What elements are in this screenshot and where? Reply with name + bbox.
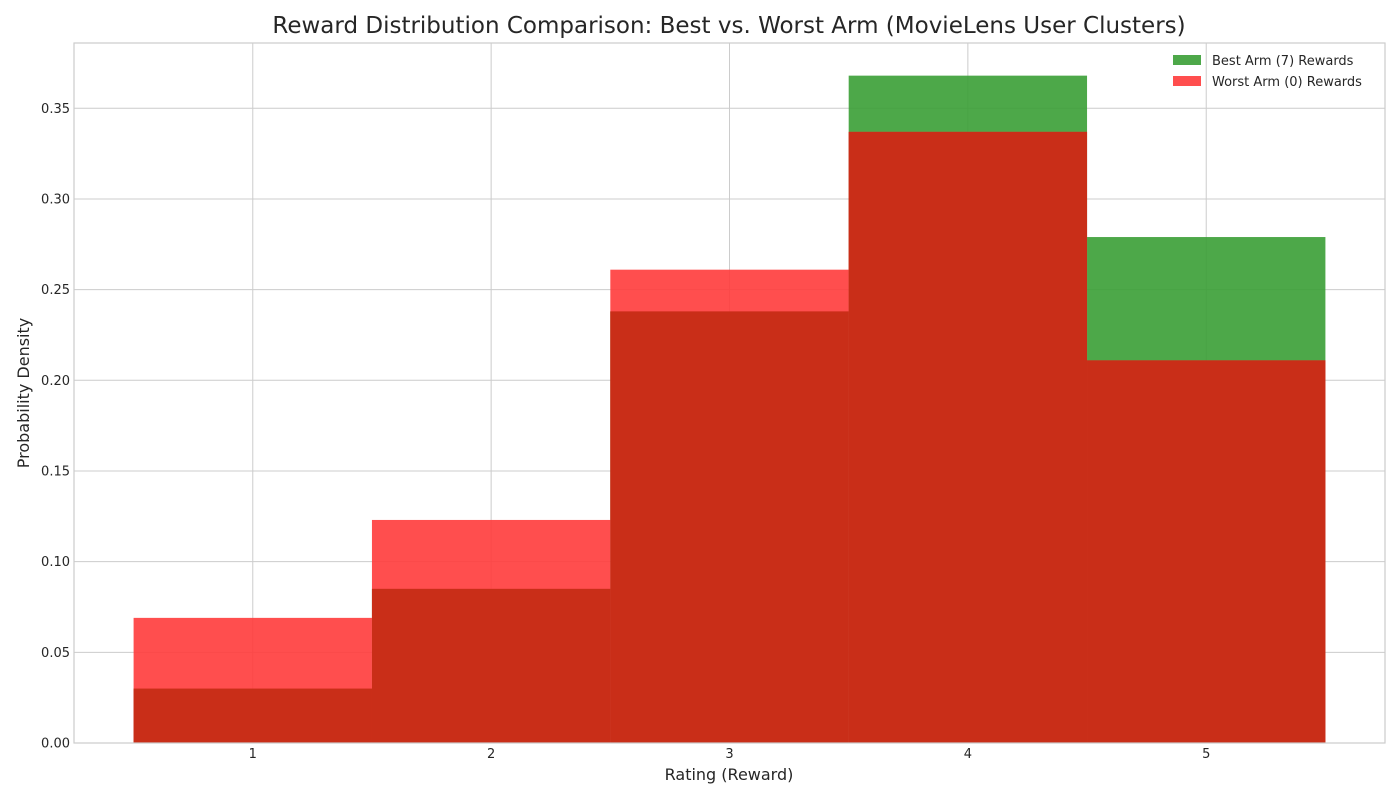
bar-overlap-rating-4 — [848, 131, 1088, 743]
bar-overlap-rating-3 — [610, 311, 849, 743]
y-tick-label: 0.15 — [41, 464, 70, 479]
y-tick-label: 0.20 — [41, 374, 70, 389]
chart-title: Reward Distribution Comparison: Best vs.… — [272, 13, 1185, 39]
legend-label: Best Arm (7) Rewards — [1212, 54, 1354, 69]
y-tick-label: 0.35 — [41, 102, 70, 117]
bar-overlap-rating-5 — [1087, 360, 1326, 743]
bars-layer — [133, 75, 1326, 744]
legend-label: Worst Arm (0) Rewards — [1212, 75, 1362, 90]
x-tick-label: 4 — [964, 747, 972, 762]
x-tick-label: 5 — [1202, 747, 1210, 762]
y-tick-label: 0.30 — [41, 192, 70, 207]
y-tick-label: 0.00 — [41, 737, 70, 752]
x-axis-label: Rating (Reward) — [665, 765, 794, 784]
ticks-layer: 0.00 0.05 0.10 0.15 0.20 0.25 0.30 0.35 1 2 3 4 5 — [41, 102, 1210, 762]
y-tick-label: 0.10 — [41, 555, 70, 570]
x-tick-label: 2 — [487, 747, 495, 762]
x-tick-label: 3 — [725, 747, 733, 762]
bar-overlap-rating-1 — [133, 688, 372, 743]
legend-swatch — [1173, 76, 1201, 86]
plot-frame — [73, 42, 1386, 744]
legend: Best Arm (7) Rewards Worst Arm (0) Reward… — [1173, 54, 1362, 90]
x-tick-label: 1 — [249, 747, 257, 762]
y-tick-label: 0.25 — [41, 283, 70, 298]
legend-swatch — [1173, 55, 1201, 65]
y-tick-label: 0.05 — [41, 646, 70, 661]
bar-overlap-rating-2 — [371, 588, 611, 743]
y-axis-label: Probability Density — [14, 318, 33, 469]
